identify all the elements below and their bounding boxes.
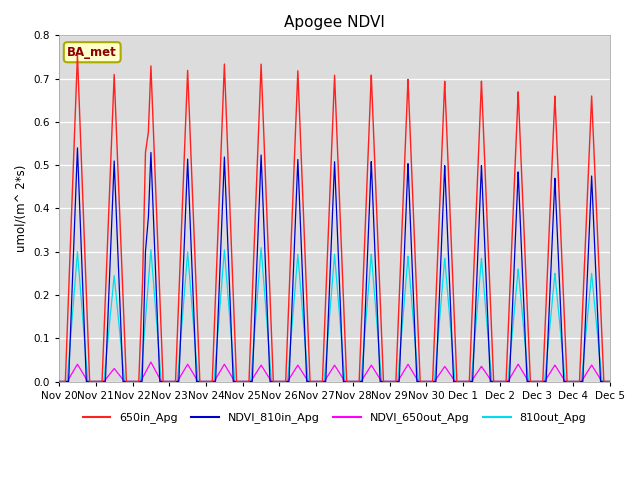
- Title: Apogee NDVI: Apogee NDVI: [284, 15, 385, 30]
- Legend: 650in_Apg, NDVI_810in_Apg, NDVI_650out_Apg, 810out_Apg: 650in_Apg, NDVI_810in_Apg, NDVI_650out_A…: [78, 408, 591, 428]
- Text: BA_met: BA_met: [67, 46, 117, 59]
- Y-axis label: umol/(m^ 2*s): umol/(m^ 2*s): [15, 165, 28, 252]
